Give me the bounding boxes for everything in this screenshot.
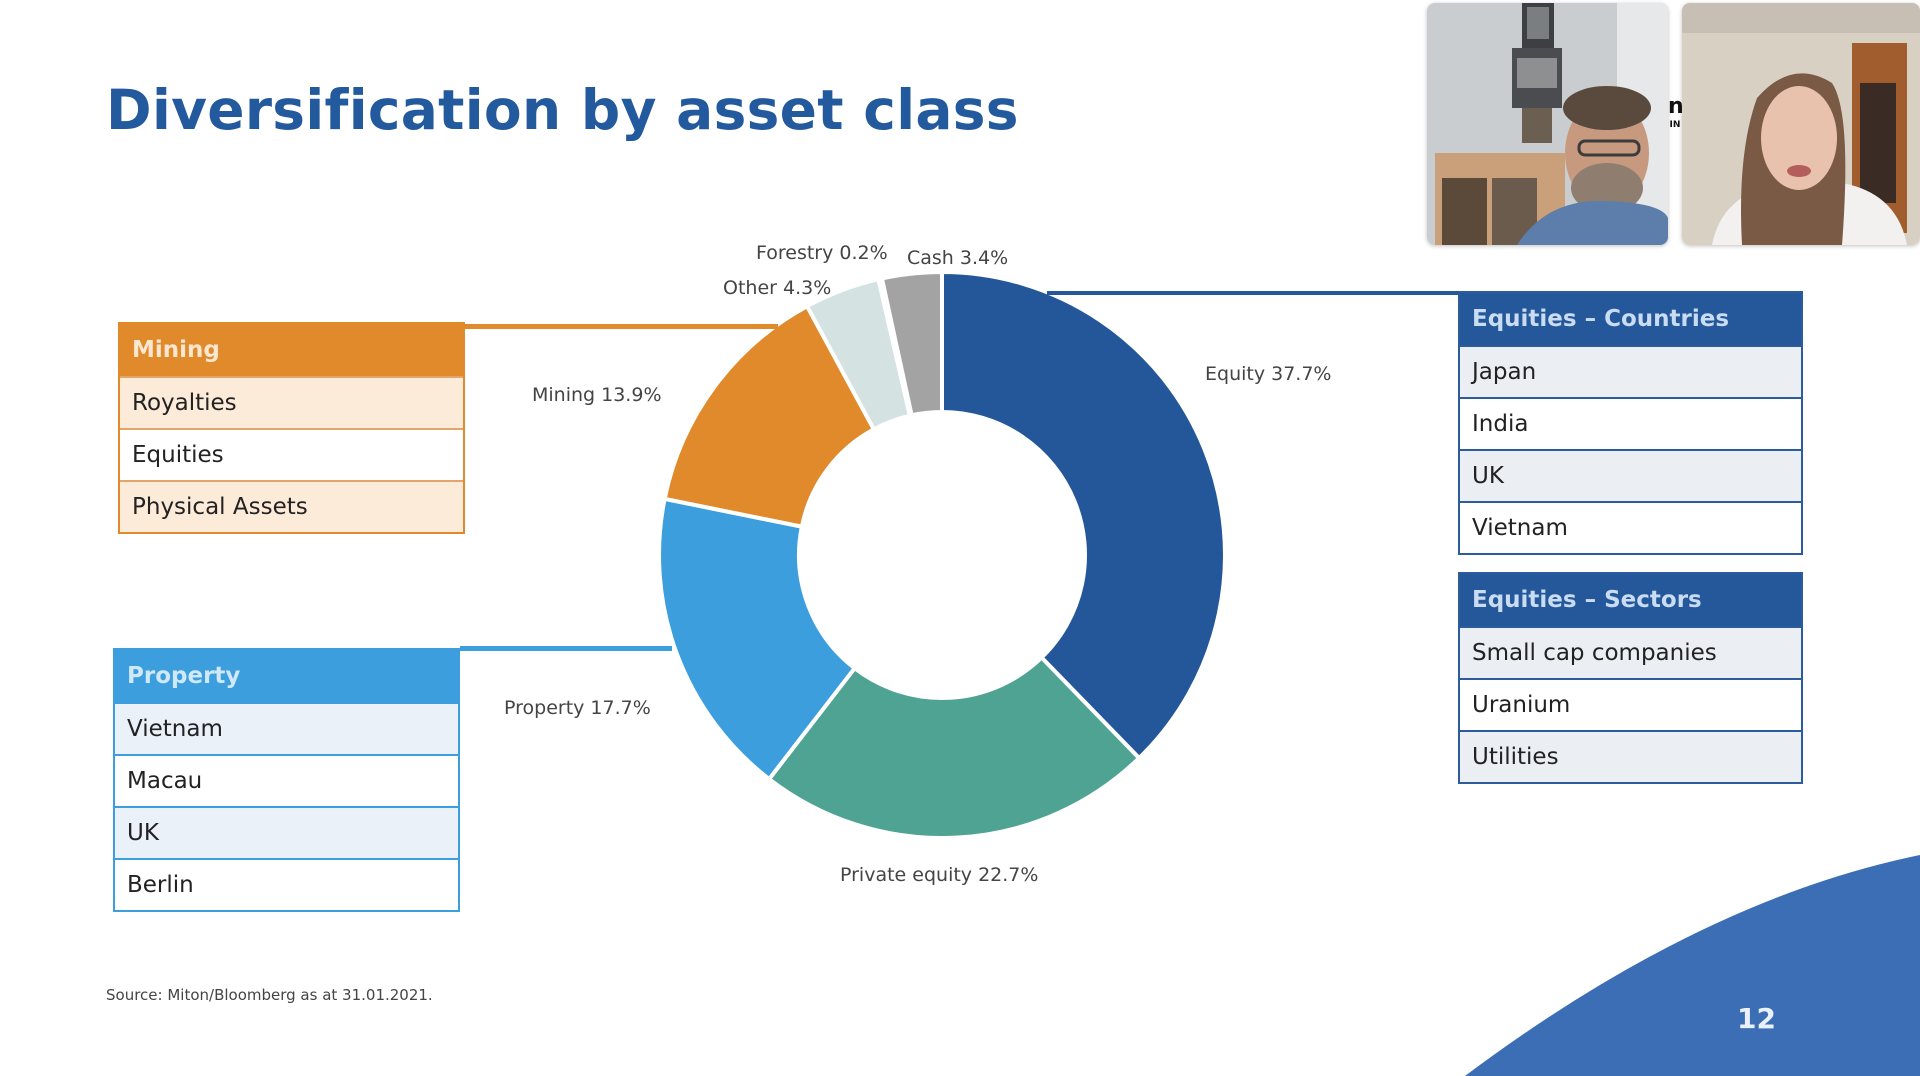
logo-fragment-main: n	[1668, 96, 1682, 119]
donut-segment-equity	[940, 269, 1227, 761]
video-tile-participant-2[interactable]	[1682, 3, 1920, 245]
equities-sectors-header: Equities – Sectors	[1460, 574, 1801, 626]
segment-label-cash: Cash 3.4%	[907, 247, 1009, 269]
donut-segment-property	[657, 496, 858, 782]
mining-item-royalties: Royalties	[120, 376, 463, 428]
equity-connector	[1047, 291, 1460, 295]
logo-fragment-sub: IN	[1669, 120, 1681, 130]
segment-label-equity: Equity 37.7%	[1205, 363, 1332, 385]
participant-1-video-feed	[1427, 3, 1668, 245]
segment-label-forestry: Forestry 0.2%	[756, 242, 888, 264]
country-item-india: India	[1460, 397, 1801, 449]
segment-label-mining: Mining 13.9%	[532, 384, 662, 406]
sector-item-uranium: Uranium	[1460, 678, 1801, 730]
country-item-vietnam: Vietnam	[1460, 501, 1801, 553]
property-item-vietnam: Vietnam	[115, 702, 458, 754]
segment-label-property: Property 17.7%	[504, 697, 651, 719]
donut-segment-private-equity	[766, 654, 1142, 840]
donut-segment-cash	[879, 269, 944, 418]
slide-title: Diversification by asset class	[106, 78, 1019, 142]
sector-item-utilities: Utilities	[1460, 730, 1801, 782]
participant-2-video-feed	[1682, 3, 1920, 245]
logo-fragment: n IN	[1668, 96, 1682, 132]
property-box: Property Vietnam Macau UK Berlin	[113, 648, 460, 912]
property-item-uk: UK	[115, 806, 458, 858]
property-item-berlin: Berlin	[115, 858, 458, 910]
equities-sectors-box: Equities – Sectors Small cap companies U…	[1458, 572, 1803, 784]
property-connector	[460, 646, 672, 651]
mining-box: Mining Royalties Equities Physical Asset…	[118, 322, 465, 534]
equities-countries-header: Equities – Countries	[1460, 293, 1801, 345]
sector-item-small-cap: Small cap companies	[1460, 626, 1801, 678]
mining-header: Mining	[120, 324, 463, 376]
equities-countries-box: Equities – Countries Japan India UK Viet…	[1458, 291, 1803, 555]
donut-segment-mining	[662, 303, 877, 529]
property-header: Property	[115, 650, 458, 702]
source-footnote: Source: Miton/Bloomberg as at 31.01.2021…	[106, 986, 433, 1004]
segment-label-private-equity: Private equity 22.7%	[840, 864, 1039, 886]
mining-item-physical-assets: Physical Assets	[120, 480, 463, 532]
mining-item-equities: Equities	[120, 428, 463, 480]
segment-label-other: Other 4.3%	[723, 277, 832, 299]
country-item-uk: UK	[1460, 449, 1801, 501]
country-item-japan: Japan	[1460, 345, 1801, 397]
page-number: 12	[1737, 1002, 1776, 1035]
video-tile-participant-1[interactable]	[1427, 3, 1668, 245]
mining-connector	[465, 324, 778, 329]
property-item-macau: Macau	[115, 754, 458, 806]
